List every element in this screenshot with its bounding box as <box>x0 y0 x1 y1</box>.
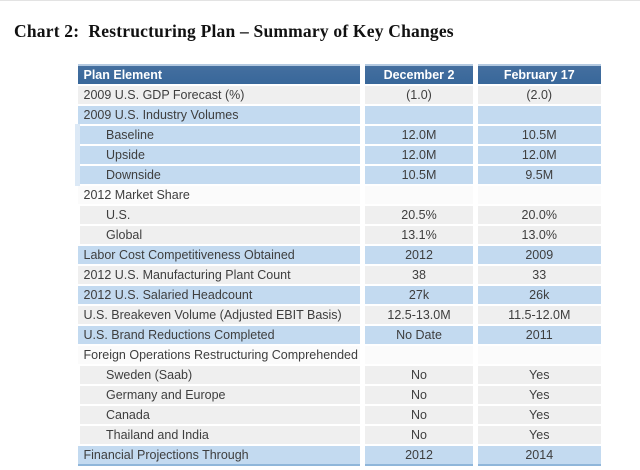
plan-element-cell: Thailand and India <box>75 425 363 446</box>
table-row: Sweden (Saab) No Yes <box>75 365 601 386</box>
plan-element-cell: Foreign Operations Restructuring Compreh… <box>77 345 363 366</box>
plan-element-cell: U.S. Breakeven Volume (Adjusted EBIT Bas… <box>77 305 363 326</box>
plan-element-cell: U.S. <box>75 205 363 226</box>
plan-element-cell: Canada <box>75 405 363 426</box>
table-row: Baseline 12.0M 10.5M <box>75 125 601 146</box>
restructuring-summary-table: Plan Element December 2 February 17 2009… <box>75 64 601 466</box>
february-17-value-cell: 9.5M <box>473 165 601 186</box>
february-17-value-cell: (2.0) <box>473 85 601 106</box>
december-2-value-cell: 12.5-13.0M <box>360 305 476 326</box>
december-2-value-cell: No <box>360 385 476 406</box>
plan-element-cell: U.S. Brand Reductions Completed <box>77 325 363 346</box>
february-17-value-cell: Yes <box>473 405 601 426</box>
table-row: Upside 12.0M 12.0M <box>75 145 601 166</box>
plan-element-cell: Sweden (Saab) <box>75 365 363 386</box>
december-2-value-cell: No <box>360 405 476 426</box>
column-header-december-2: December 2 <box>360 64 476 86</box>
december-2-value-cell <box>360 185 476 206</box>
february-17-value-cell: 33 <box>473 265 601 286</box>
february-17-value-cell: 12.0M <box>473 145 601 166</box>
february-17-value-cell: 2011 <box>473 325 601 346</box>
december-2-value-cell: 20.5% <box>360 205 476 226</box>
plan-element-cell: 2009 U.S. GDP Forecast (%) <box>77 85 363 106</box>
february-17-value-cell: 13.0% <box>473 225 601 246</box>
december-2-value-cell: 13.1% <box>360 225 476 246</box>
table-row: U.S. Breakeven Volume (Adjusted EBIT Bas… <box>77 305 601 326</box>
table-row: 2009 U.S. Industry Volumes <box>77 105 601 126</box>
december-2-value-cell <box>360 345 476 366</box>
table-row: 2012 U.S. Salaried Headcount 27k 26k <box>77 285 601 306</box>
december-2-value-cell: 10.5M <box>360 165 476 186</box>
december-2-value-cell: No <box>360 425 476 446</box>
plan-element-cell: Labor Cost Competitiveness Obtained <box>77 245 363 266</box>
december-2-value-cell: 2012 <box>360 245 476 266</box>
plan-element-cell: 2012 Market Share <box>77 185 363 206</box>
december-2-value-cell: No <box>360 365 476 386</box>
table-row: Thailand and India No Yes <box>75 425 601 446</box>
december-2-value-cell <box>360 105 476 126</box>
february-17-value-cell: 11.5-12.0M <box>473 305 601 326</box>
plan-element-cell: Upside <box>75 145 363 166</box>
table-body: 2009 U.S. GDP Forecast (%) (1.0) (2.0) 2009… <box>75 85 601 466</box>
december-2-value-cell: 27k <box>360 285 476 306</box>
column-header-february-17: February 17 <box>473 64 601 86</box>
table-row: Labor Cost Competitiveness Obtained 2012 2… <box>77 245 601 266</box>
table-row: Financial Projections Through 2012 2014 <box>77 445 601 466</box>
plan-element-cell: Baseline <box>75 125 363 146</box>
table-row: U.S. Brand Reductions Completed No Date 20… <box>77 325 601 346</box>
february-17-value-cell: 20.0% <box>473 205 601 226</box>
february-17-value-cell <box>473 345 601 366</box>
table-row: Canada No Yes <box>75 405 601 426</box>
plan-element-cell: Downside <box>75 165 363 186</box>
table-row: Downside 10.5M 9.5M <box>75 165 601 186</box>
table-row: Global 13.1% 13.0% <box>75 225 601 246</box>
table-header-row: Plan Element December 2 February 17 <box>77 64 601 86</box>
table-row: 2012 U.S. Manufacturing Plant Count 38 33 <box>77 265 601 286</box>
february-17-value-cell: Yes <box>473 425 601 446</box>
plan-element-cell: Financial Projections Through <box>77 445 363 466</box>
february-17-value-cell <box>473 185 601 206</box>
table-row: U.S. 20.5% 20.0% <box>75 205 601 226</box>
plan-element-cell: Germany and Europe <box>75 385 363 406</box>
plan-element-cell: 2012 U.S. Manufacturing Plant Count <box>77 265 363 286</box>
column-header-plan-element: Plan Element <box>77 64 363 86</box>
december-2-value-cell: 38 <box>360 265 476 286</box>
february-17-value-cell: 2009 <box>473 245 601 266</box>
plan-element-cell: 2012 U.S. Salaried Headcount <box>77 285 363 306</box>
table-row: 2012 Market Share <box>77 185 601 206</box>
december-2-value-cell: 12.0M <box>360 145 476 166</box>
page-title: Chart 2: Restructuring Plan – Summary of… <box>14 21 454 41</box>
plan-element-cell: Global <box>75 225 363 246</box>
table-row: Foreign Operations Restructuring Compreh… <box>77 345 601 366</box>
february-17-value-cell: 2014 <box>473 445 601 466</box>
table-row: Germany and Europe No Yes <box>75 385 601 406</box>
december-2-value-cell: (1.0) <box>360 85 476 106</box>
february-17-value-cell: 10.5M <box>473 125 601 146</box>
table-row: 2009 U.S. GDP Forecast (%) (1.0) (2.0) <box>77 85 601 106</box>
december-2-value-cell: No Date <box>360 325 476 346</box>
february-17-value-cell: Yes <box>473 365 601 386</box>
plan-element-cell: 2009 U.S. Industry Volumes <box>77 105 363 126</box>
december-2-value-cell: 12.0M <box>360 125 476 146</box>
february-17-value-cell <box>473 105 601 126</box>
february-17-value-cell: Yes <box>473 385 601 406</box>
december-2-value-cell: 2012 <box>360 445 476 466</box>
february-17-value-cell: 26k <box>473 285 601 306</box>
